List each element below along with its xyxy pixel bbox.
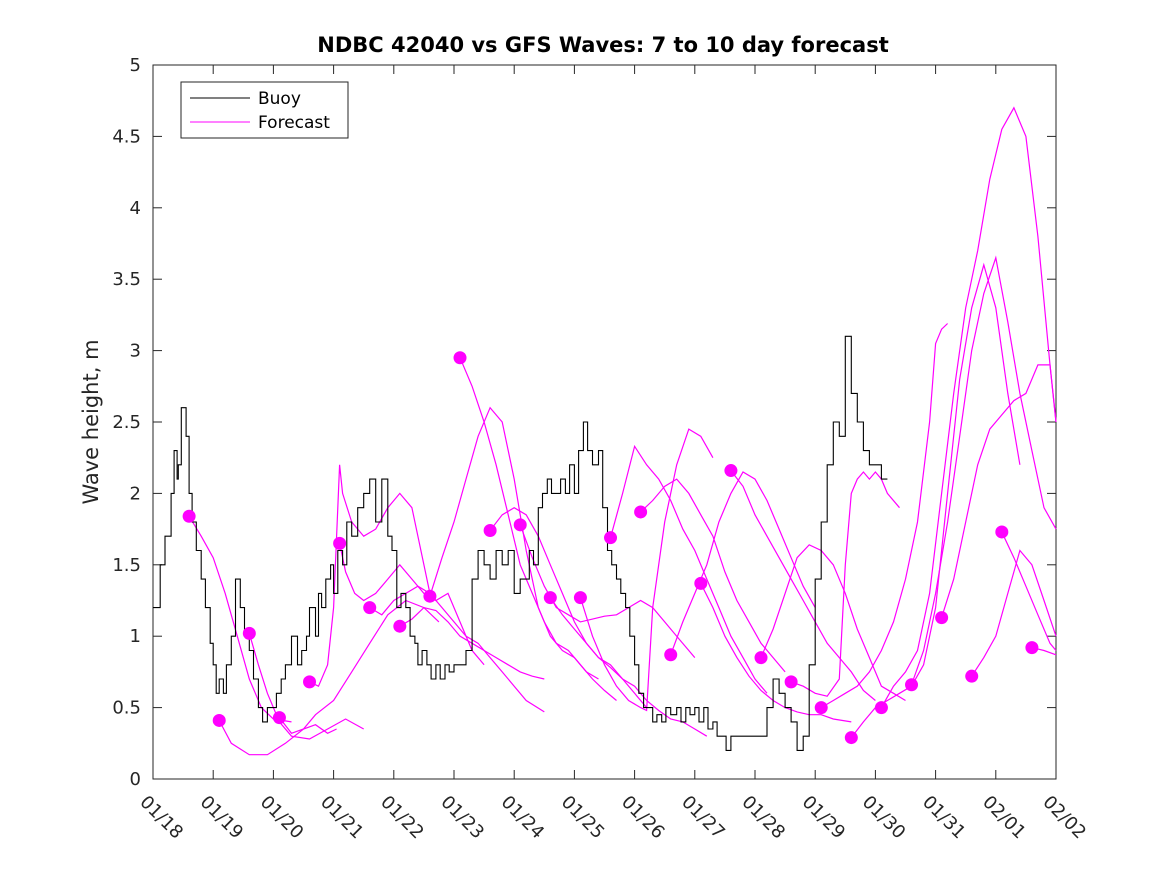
forecast-line: [278, 599, 440, 735]
forecast-line: [188, 515, 292, 723]
forecast-marker: [182, 509, 196, 523]
forecast-marker: [333, 536, 347, 550]
forecast-line: [730, 470, 876, 701]
forecast-marker: [844, 731, 858, 745]
forecast-line: [820, 323, 949, 709]
forecast-marker: [784, 675, 798, 689]
forecast-line: [248, 633, 364, 740]
y-tick-label: 1: [130, 626, 141, 647]
forecast-marker: [543, 591, 557, 605]
forecast-line: [941, 364, 1057, 618]
y-tick-label: 3: [130, 341, 141, 362]
forecast-marker: [393, 619, 407, 633]
forecast-marker: [453, 351, 467, 365]
legend: Buoy Forecast: [180, 81, 349, 139]
forecast-lines: [188, 106, 1057, 756]
legend-box: [180, 81, 349, 139]
y-axis-label: Wave height, m: [79, 339, 103, 504]
y-tick-label: 2.5: [112, 412, 141, 433]
forecast-line: [760, 544, 906, 702]
forecast-marker: [935, 611, 949, 625]
forecast-marker: [573, 591, 587, 605]
y-tick-label: 0.5: [112, 698, 141, 719]
forecast-line: [218, 720, 337, 756]
forecast-marker: [1025, 641, 1039, 655]
y-tick-label: 1.5: [112, 555, 141, 576]
forecast-line: [459, 357, 617, 701]
forecast-marker: [814, 701, 828, 715]
forecast-marker: [212, 713, 226, 727]
forecast-line: [640, 478, 786, 673]
forecast-line: [880, 106, 1057, 708]
y-tick-label: 3.5: [112, 269, 141, 290]
y-tick-label: 4.5: [112, 126, 141, 147]
forecast-marker: [604, 531, 618, 545]
forecast-line: [609, 444, 768, 694]
y-tick-label: 2: [130, 483, 141, 504]
forecast-marker: [423, 589, 437, 603]
forecast-marker: [694, 576, 708, 590]
forecast-marker: [724, 464, 738, 478]
forecast-marker: [363, 601, 377, 615]
forecast-marker: [634, 505, 648, 519]
forecast-marker: [754, 651, 768, 665]
forecast-markers: [182, 351, 1039, 745]
y-tick-label: 5: [130, 55, 141, 76]
forecast-line: [1001, 531, 1057, 651]
forecast-line: [339, 543, 485, 666]
buoy-line: [153, 335, 888, 751]
forecast-line: [790, 471, 900, 697]
forecast-line: [910, 255, 1057, 685]
forecast-line: [369, 585, 545, 713]
y-tick-label: 0: [130, 769, 141, 790]
forecast-marker: [272, 711, 286, 725]
forecast-marker: [995, 525, 1009, 539]
forecast-marker: [965, 669, 979, 683]
forecast-marker: [513, 518, 527, 532]
forecast-marker: [303, 675, 317, 689]
legend-buoy-label: Buoy: [258, 89, 301, 109]
forecast-line: [579, 428, 714, 712]
forecast-marker: [242, 626, 256, 640]
forecast-marker: [905, 678, 919, 692]
forecast-line: [670, 471, 816, 656]
forecast-marker: [664, 648, 678, 662]
forecast-marker: [874, 701, 888, 715]
y-axis: 0 0.5 1 1.5 2 2.5 3 3.5 4 4.5 5: [112, 55, 1056, 790]
forecast-line: [429, 406, 599, 680]
legend-forecast-label: Forecast: [258, 113, 330, 133]
buoy-series: [153, 335, 888, 751]
forecast-marker: [483, 524, 497, 538]
chart-title: NDBC 42040 vs GFS Waves: 7 to 10 day for…: [317, 33, 888, 57]
forecast-line: [971, 549, 1057, 677]
y-tick-label: 4: [130, 198, 141, 219]
plot-area: [152, 64, 1057, 780]
